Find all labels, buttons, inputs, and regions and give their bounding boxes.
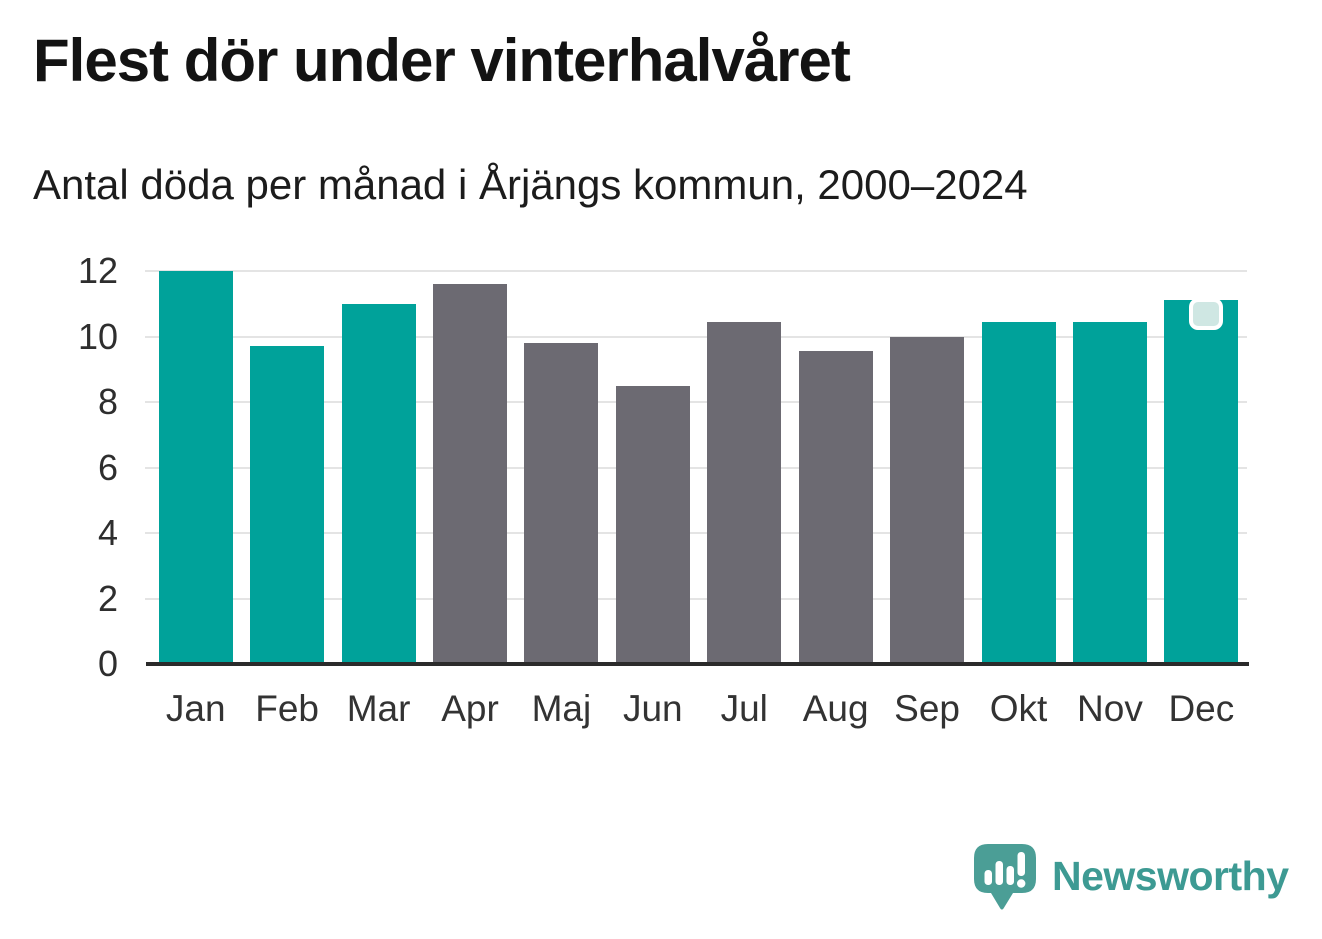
gridline-10 [145, 335, 1247, 338]
bar-aug [798, 351, 873, 664]
x-tick-label-mar: Mar [346, 688, 411, 729]
bar-okt [981, 321, 1056, 664]
bar-slot-jan [150, 271, 241, 664]
x-tick-label-jun: Jun [622, 688, 683, 729]
bar-dec [1164, 298, 1239, 664]
gridline-6 [145, 466, 1247, 469]
bar-apr [432, 284, 507, 664]
y-tick-label-6: 6 [97, 446, 118, 488]
x-axis-labels: Jan Feb Mar Apr Maj Jun Jul Aug Sep Okt Nov Dec [150, 688, 1247, 730]
newsworthy-logo-text: Newsworthy [1052, 852, 1289, 899]
x-tick-label-okt: Okt [989, 688, 1048, 729]
bar-jul [707, 321, 782, 664]
y-tick-label-8: 8 [97, 381, 118, 422]
bar-slot-nov [1064, 271, 1155, 664]
bar-slot-dec [1156, 271, 1247, 664]
x-tick-label-sep: Sep [894, 688, 960, 729]
bar-slot-mar [333, 271, 424, 664]
x-tick-label-jul: Jul [720, 688, 768, 729]
x-tick-label-dec: Dec [1168, 688, 1235, 729]
bar-chart-plot-area [145, 270, 1247, 664]
x-tick-label-nov: Nov [1077, 688, 1143, 729]
x-tick-label-feb: Feb [255, 688, 320, 729]
x-tick-label-apr: Apr [441, 688, 499, 729]
bar-jan [158, 271, 233, 664]
bar-slot-feb [241, 271, 332, 664]
bar-slot-sep [881, 271, 972, 664]
bar-selection-handle[interactable] [1189, 298, 1224, 331]
bar-slot-jul [699, 271, 790, 664]
y-tick-label-0: 0 [97, 643, 118, 684]
newsworthy-logo-icon [974, 844, 1036, 910]
gridline-2 [145, 597, 1247, 600]
bar-slot-maj [516, 271, 607, 664]
y-tick-label-2: 2 [97, 577, 118, 619]
y-tick-label-10: 10 [77, 315, 118, 357]
y-tick-label-12: 12 [77, 250, 118, 291]
bar-series [150, 271, 1247, 664]
x-axis-line [146, 662, 1249, 666]
bar-sep [890, 336, 965, 664]
y-tick-label-4: 4 [97, 512, 118, 553]
gridline-8 [145, 401, 1247, 403]
bar-mar [341, 303, 416, 664]
y-axis: 0 2 4 6 8 10 12 [0, 253, 118, 682]
gridline-4 [145, 532, 1247, 534]
bar-jun [615, 385, 690, 664]
newsworthy-logo: Newsworthy [971, 841, 1289, 911]
bar-slot-apr [424, 271, 515, 664]
bar-nov [1072, 321, 1147, 664]
x-tick-label-maj: Maj [531, 688, 592, 729]
bar-feb [250, 346, 325, 664]
bar-slot-jun [607, 271, 698, 664]
chart-subtitle: Antal döda per månad i Årjängs kommun, 2… [33, 161, 1028, 208]
gridline-12 [145, 270, 1247, 272]
bar-slot-okt [973, 271, 1064, 664]
x-tick-label-jan: Jan [165, 688, 226, 729]
bar-maj [524, 343, 599, 664]
bar-slot-aug [790, 271, 881, 664]
x-tick-label-aug: Aug [802, 688, 869, 729]
page-title: Flest dör under vinterhalvåret [33, 27, 851, 94]
